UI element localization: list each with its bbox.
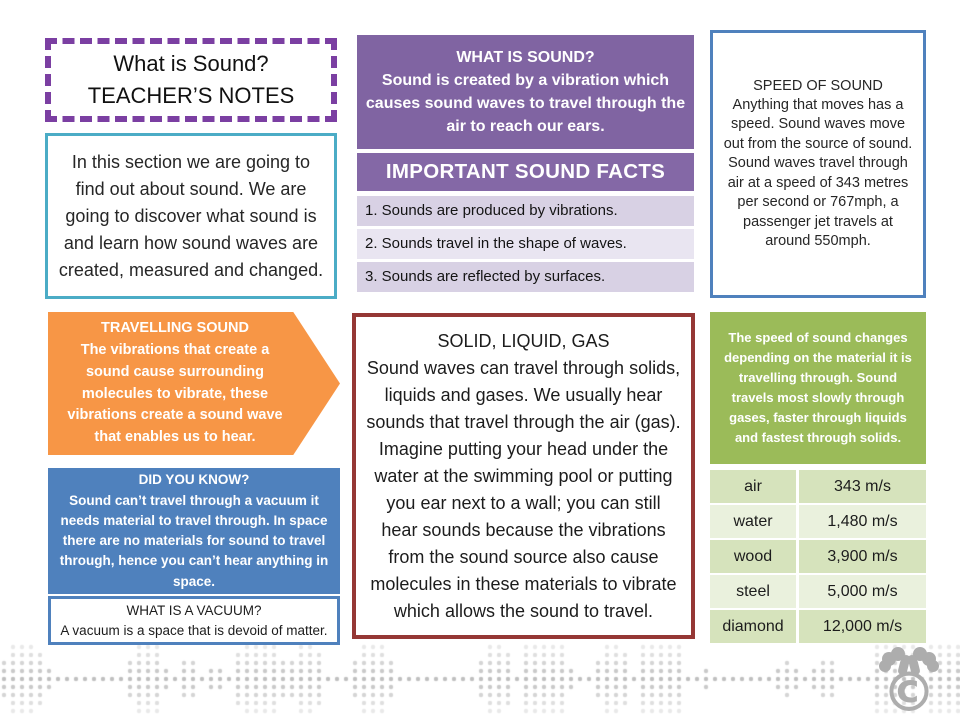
slide-title-line1: What is Sound? [113,51,269,77]
sound-fact-1: 1. Sounds are produced by vibrations. [357,196,694,226]
solid-liquid-gas-box: SOLID, LIQUID, GAS Sound waves can trave… [352,313,695,639]
travelling-sound-heading: TRAVELLING SOUND [101,320,249,337]
material-cell: water [710,505,796,538]
speed-of-sound-box: SPEED OF SOUND Anything that moves has a… [710,30,926,298]
vacuum-box: WHAT IS A VACUUM? A vacuum is a space th… [48,596,340,645]
travelling-sound-arrow: TRAVELLING SOUND The vibrations that cre… [48,312,340,455]
speed-cell: 3,900 m/s [799,540,926,573]
speed-table: air 343 m/s water 1,480 m/s wood 3,900 m… [710,470,926,645]
material-cell: diamond [710,610,796,643]
vacuum-body: A vacuum is a space that is devoid of ma… [60,622,328,638]
intro-box: In this section we are going to find out… [45,133,337,299]
table-row: steel 5,000 m/s [710,575,926,608]
did-you-know-body: Sound can’t travel through a vacuum it n… [59,492,329,589]
speed-cell: 5,000 m/s [799,575,926,608]
table-row: water 1,480 m/s [710,505,926,538]
moose-copyright-logo: © [879,647,939,720]
slide-title-line2: TEACHER’S NOTES [87,83,295,108]
what-is-sound-heading: WHAT IS SOUND? [456,48,595,66]
table-row: air 343 m/s [710,470,926,503]
travelling-sound-body: The vibrations that create a sound cause… [67,342,283,445]
vacuum-heading: WHAT IS A VACUUM? [126,602,262,618]
sound-facts-heading: IMPORTANT SOUND FACTS [357,153,694,191]
speed-of-sound-body: Anything that moves has a speed. Sound w… [723,97,913,249]
sound-fact-2: 2. Sounds travel in the shape of waves. [357,229,694,259]
what-is-sound-box: WHAT IS SOUND? Sound is created by a vib… [357,35,694,149]
speed-changes-box: The speed of sound changes depending on … [710,312,926,464]
did-you-know-box: DID YOU KNOW? Sound can’t travel through… [48,468,340,594]
speed-cell: 12,000 m/s [799,610,926,643]
material-cell: steel [710,575,796,608]
what-is-sound-body: Sound is created by a vibration which ca… [365,71,686,136]
speed-cell: 1,480 m/s [799,505,926,538]
material-cell: air [710,470,796,503]
material-cell: wood [710,540,796,573]
sound-waveform-graphic [0,644,960,720]
copyright-symbol: © [882,661,936,720]
solid-liquid-gas-body: Sound waves can travel through solids, l… [366,357,681,621]
table-row: diamond 12,000 m/s [710,610,926,643]
intro-text: In this section we are going to find out… [58,151,324,280]
table-row: wood 3,900 m/s [710,540,926,573]
speed-of-sound-heading: SPEED OF SOUND [753,77,883,94]
solid-liquid-gas-heading: SOLID, LIQUID, GAS [437,330,610,351]
did-you-know-heading: DID YOU KNOW? [138,472,250,488]
sound-fact-3: 3. Sounds are reflected by surfaces. [357,262,694,292]
title-box: What is Sound? TEACHER’S NOTES [45,38,337,122]
speed-cell: 343 m/s [799,470,926,503]
